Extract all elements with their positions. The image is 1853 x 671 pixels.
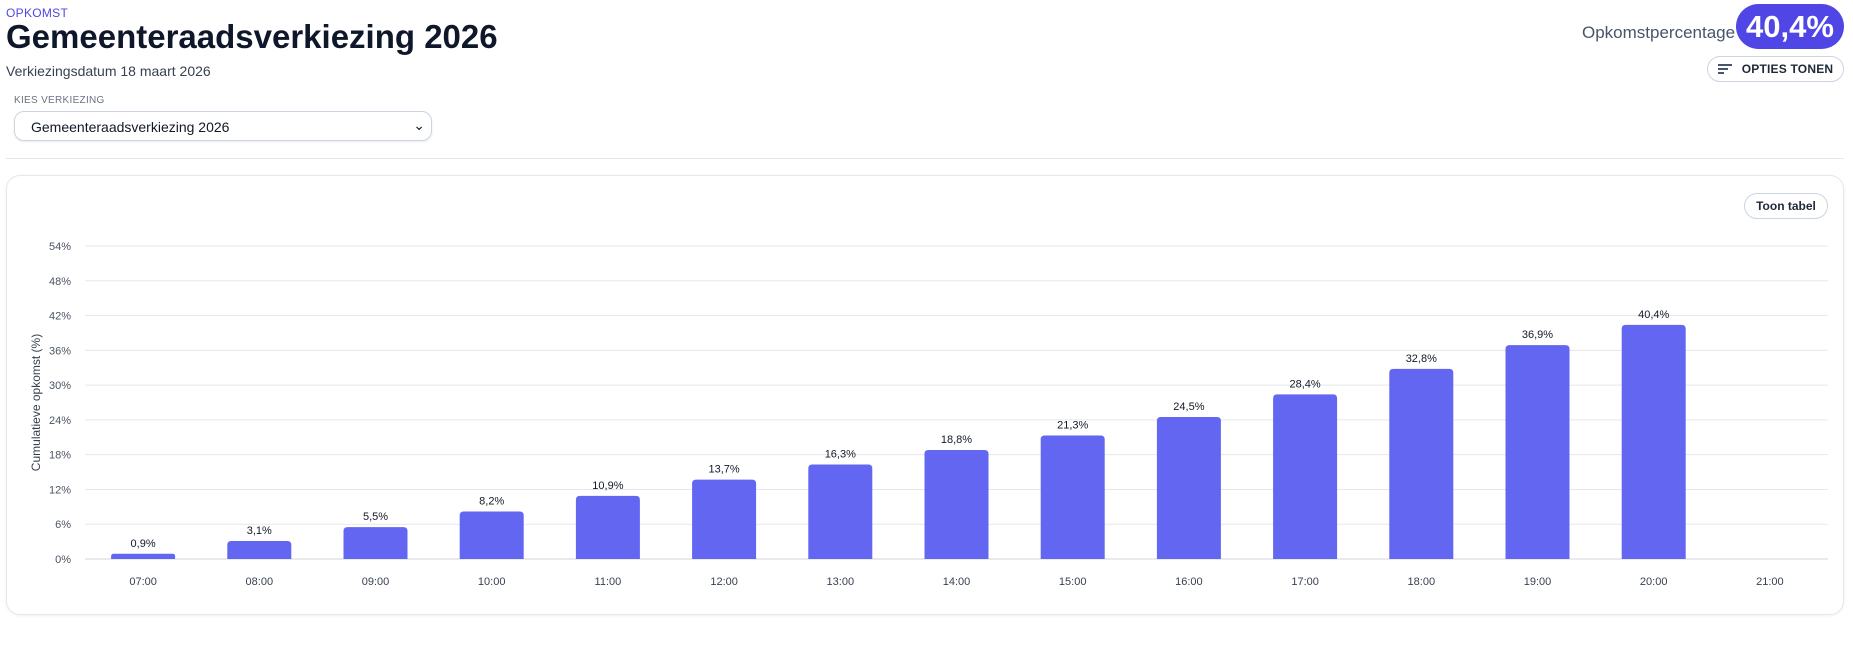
bar-value-label: 28,4% [1289, 378, 1320, 390]
y-tick-label: 30% [49, 380, 71, 392]
filter-icon [1717, 64, 1732, 74]
x-tick-label: 15:00 [1059, 576, 1087, 588]
bar-value-label: 18,8% [941, 434, 972, 446]
x-tick-label: 12:00 [710, 576, 738, 588]
bar-0900[interactable] [343, 527, 408, 559]
y-tick-label: 54% [49, 241, 71, 253]
x-tick-label: 14:00 [943, 576, 971, 588]
bar-value-label: 8,2% [479, 495, 504, 507]
bar-value-label: 16,3% [825, 449, 856, 461]
bar-value-label: 13,7% [708, 464, 739, 476]
x-tick-label: 18:00 [1408, 576, 1436, 588]
bar-1200[interactable] [692, 479, 757, 559]
x-tick-label: 16:00 [1175, 576, 1203, 588]
bar-value-label: 40,4% [1638, 309, 1669, 321]
election-select-label: KIES VERKIEZING [14, 95, 105, 106]
x-tick-label: 10:00 [478, 576, 506, 588]
bar-1800[interactable] [1389, 368, 1454, 559]
y-axis-label: Cumulatieve opkomst (%) [29, 334, 43, 471]
bar-1600[interactable] [1156, 416, 1221, 559]
turnout-badge: 40,4% [1736, 4, 1844, 49]
y-tick-label: 6% [55, 519, 71, 531]
bar-value-label: 3,1% [247, 525, 272, 537]
x-tick-label: 21:00 [1756, 576, 1784, 588]
x-tick-label: 19:00 [1524, 576, 1552, 588]
y-tick-label: 36% [49, 345, 71, 357]
election-select-value: Gemeenteraadsverkiezing 2026 [31, 119, 230, 135]
x-tick-label: 17:00 [1291, 576, 1319, 588]
bar-1100[interactable] [575, 495, 640, 559]
page-title: Gemeenteraadsverkiezing 2026 [6, 18, 498, 55]
bar-1000[interactable] [459, 511, 524, 559]
bar-value-label: 5,5% [363, 511, 388, 523]
divider [6, 158, 1844, 159]
show-table-button[interactable]: Toon tabel [1744, 193, 1828, 219]
y-tick-label: 18% [49, 450, 71, 462]
bar-value-label: 32,8% [1406, 353, 1437, 365]
y-tick-label: 48% [49, 276, 71, 288]
bar-value-label: 24,5% [1173, 401, 1204, 413]
bar-0700[interactable] [111, 553, 176, 559]
bar-value-label: 36,9% [1522, 329, 1553, 341]
election-date: Verkiezingsdatum 18 maart 2026 [6, 63, 211, 79]
bar-1900[interactable] [1505, 345, 1570, 559]
chevron-down-icon: ⌄ [413, 117, 425, 133]
y-tick-label: 42% [49, 311, 71, 323]
y-tick-label: 12% [49, 484, 71, 496]
bar-value-label: 10,9% [592, 480, 623, 492]
page-eyebrow: OPKOMST [6, 6, 69, 20]
bar-value-label: 21,3% [1057, 420, 1088, 432]
x-tick-label: 11:00 [595, 576, 622, 588]
show-options-label: OPTIES TONEN [1741, 62, 1834, 76]
show-options-button[interactable]: OPTIES TONEN [1707, 56, 1844, 82]
bar-0800[interactable] [227, 541, 292, 559]
bar-1500[interactable] [1040, 435, 1105, 559]
turnout-label: Opkomstpercentage [1582, 23, 1736, 42]
bar-1400[interactable] [924, 450, 989, 559]
bar-1300[interactable] [808, 464, 873, 559]
x-tick-label: 08:00 [246, 576, 274, 588]
x-tick-label: 07:00 [129, 576, 157, 588]
y-tick-label: 0% [55, 554, 71, 566]
x-tick-label: 13:00 [827, 576, 855, 588]
bar-2000[interactable] [1621, 324, 1686, 559]
bar-value-label: 0,9% [131, 538, 156, 550]
y-tick-label: 24% [49, 415, 71, 427]
x-tick-label: 20:00 [1640, 576, 1668, 588]
election-select[interactable]: Gemeenteraadsverkiezing 2026 ⌄ [14, 111, 432, 141]
bar-1700[interactable] [1273, 394, 1338, 559]
x-tick-label: 09:00 [362, 576, 390, 588]
